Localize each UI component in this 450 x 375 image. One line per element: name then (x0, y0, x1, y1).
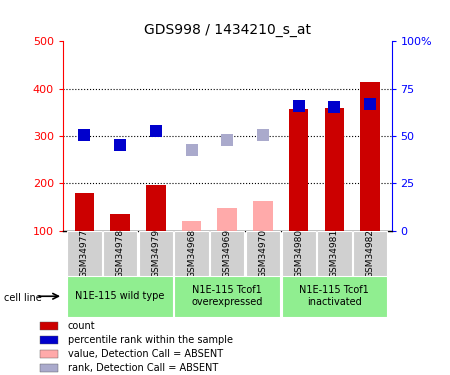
Text: percentile rank within the sample: percentile rank within the sample (68, 335, 233, 345)
Title: GDS998 / 1434210_s_at: GDS998 / 1434210_s_at (144, 24, 311, 38)
Bar (282, 276, 387, 317)
Bar (210, 231, 244, 276)
Bar (40, 364, 58, 372)
Text: rank, Detection Call = ABSENT: rank, Detection Call = ABSENT (68, 363, 218, 373)
Text: value, Detection Call = ABSENT: value, Detection Call = ABSENT (68, 349, 223, 359)
Point (188, 147, 195, 153)
Bar (75, 193, 94, 231)
Text: GSM34979: GSM34979 (151, 228, 160, 278)
Bar (40, 336, 58, 344)
Text: N1E-115 wild type: N1E-115 wild type (76, 291, 165, 301)
Text: count: count (68, 321, 95, 331)
Text: cell line: cell line (4, 293, 42, 303)
Bar (40, 322, 58, 330)
Text: GSM34968: GSM34968 (187, 228, 196, 278)
Bar (139, 231, 173, 276)
Bar (282, 231, 316, 276)
Point (152, 128, 159, 134)
Bar (40, 350, 58, 358)
Point (295, 103, 302, 109)
Bar (289, 109, 309, 231)
Point (331, 104, 338, 110)
Bar (360, 82, 380, 231)
Bar (68, 231, 102, 276)
Bar (353, 231, 387, 276)
Text: GSM34982: GSM34982 (365, 229, 374, 278)
Text: GSM34980: GSM34980 (294, 228, 303, 278)
Bar (175, 231, 209, 276)
Bar (324, 108, 344, 231)
Text: GSM34969: GSM34969 (223, 228, 232, 278)
Bar (317, 231, 351, 276)
Point (117, 142, 124, 148)
Point (366, 101, 373, 107)
Text: GSM34981: GSM34981 (330, 228, 339, 278)
Text: GSM34977: GSM34977 (80, 228, 89, 278)
Bar (110, 214, 130, 231)
Bar (68, 276, 173, 317)
Text: GSM34978: GSM34978 (116, 228, 125, 278)
Bar (103, 231, 137, 276)
Text: GSM34970: GSM34970 (258, 228, 267, 278)
Bar (246, 231, 280, 276)
Bar (253, 201, 273, 231)
Bar (182, 221, 201, 231)
Point (81, 132, 88, 138)
Bar (217, 208, 237, 231)
Bar (175, 276, 280, 317)
Point (224, 137, 231, 143)
Text: N1E-115 Tcof1
inactivated: N1E-115 Tcof1 inactivated (300, 285, 369, 307)
Point (259, 132, 266, 138)
Text: N1E-115 Tcof1
overexpressed: N1E-115 Tcof1 overexpressed (192, 285, 263, 307)
Bar (146, 185, 166, 231)
